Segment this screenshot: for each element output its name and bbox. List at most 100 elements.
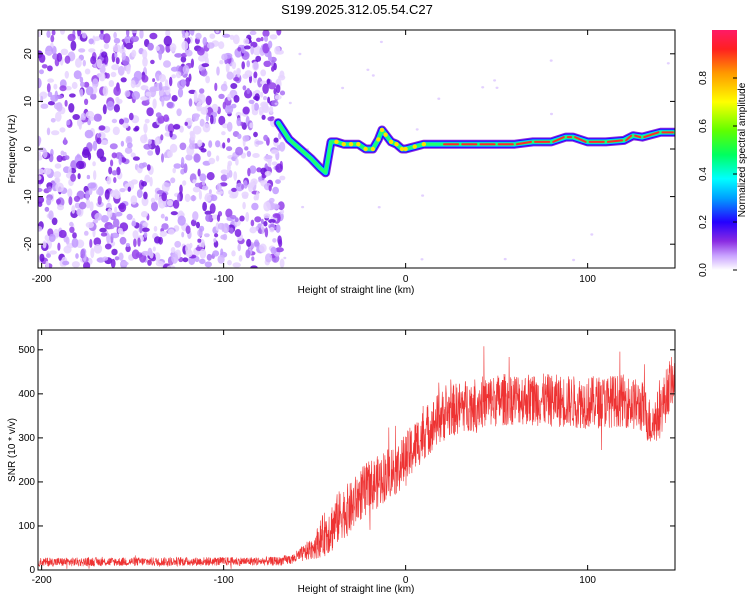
noise-blob bbox=[261, 102, 269, 112]
noise-blob bbox=[225, 208, 233, 218]
noise-blob bbox=[264, 35, 268, 42]
noise-blob bbox=[274, 94, 282, 100]
noise-blob bbox=[301, 205, 305, 209]
noise-blob bbox=[105, 72, 110, 79]
noise-blob bbox=[243, 180, 248, 189]
noise-blob bbox=[185, 49, 193, 57]
noise-blob bbox=[251, 102, 255, 112]
noise-blob bbox=[142, 56, 148, 67]
bottom-y-tick-label: 100 bbox=[18, 521, 35, 532]
noise-blob bbox=[121, 52, 127, 61]
noise-blob bbox=[111, 152, 118, 159]
noise-blob bbox=[420, 258, 424, 261]
noise-blob bbox=[100, 215, 109, 223]
noise-blob bbox=[126, 142, 133, 149]
noise-blob bbox=[90, 247, 95, 259]
noise-blob bbox=[262, 83, 269, 95]
ridge-core bbox=[399, 146, 405, 152]
noise-blob bbox=[262, 43, 270, 54]
noise-blob bbox=[117, 65, 125, 76]
noise-blob bbox=[38, 226, 43, 232]
noise-blob bbox=[280, 209, 285, 215]
noise-blob bbox=[235, 146, 244, 156]
noise-blob bbox=[111, 64, 120, 71]
noise-blob bbox=[113, 177, 117, 183]
noise-blob bbox=[113, 104, 120, 113]
noise-blob bbox=[47, 65, 53, 72]
noise-blob bbox=[108, 80, 115, 87]
noise-blob bbox=[243, 45, 251, 50]
noise-blob bbox=[177, 87, 184, 98]
ridge-core bbox=[552, 136, 565, 143]
noise-blob bbox=[122, 122, 129, 129]
noise-blob bbox=[141, 211, 148, 218]
noise-blob bbox=[216, 214, 221, 222]
noise-blob bbox=[161, 223, 169, 230]
noise-blob bbox=[69, 226, 75, 233]
top-y-tick-label: -10 bbox=[23, 189, 34, 204]
noise-blob bbox=[270, 246, 277, 254]
noise-blob bbox=[68, 196, 73, 206]
noise-blob bbox=[113, 37, 121, 44]
noise-blob bbox=[46, 83, 51, 93]
noise-blob bbox=[175, 71, 182, 79]
noise-blob bbox=[143, 231, 148, 238]
noise-blob bbox=[415, 128, 419, 131]
noise-blob bbox=[143, 123, 148, 134]
noise-blob bbox=[228, 170, 233, 178]
top-y-tick-label: 20 bbox=[23, 48, 34, 60]
noise-blob bbox=[188, 98, 193, 107]
noise-blob bbox=[169, 143, 178, 153]
noise-blob bbox=[71, 205, 76, 214]
noise-blob bbox=[242, 201, 246, 210]
noise-blob bbox=[231, 250, 236, 257]
noise-blob bbox=[246, 150, 252, 157]
noise-blob bbox=[147, 150, 154, 156]
noise-blob bbox=[94, 212, 103, 221]
noise-blob bbox=[222, 233, 228, 241]
noise-blob bbox=[158, 74, 166, 83]
noise-blob bbox=[231, 61, 237, 70]
noise-blob bbox=[110, 189, 116, 198]
bottom-y-tick-label: 0 bbox=[29, 565, 35, 576]
noise-blob bbox=[99, 140, 109, 145]
noise-blob bbox=[74, 202, 80, 209]
noise-blob bbox=[219, 182, 228, 187]
noise-blob bbox=[204, 210, 212, 215]
ridge-core bbox=[341, 142, 346, 147]
noise-blob bbox=[246, 60, 250, 68]
noise-blob bbox=[50, 34, 55, 43]
noise-blob bbox=[83, 261, 91, 268]
noise-blob bbox=[271, 161, 278, 166]
noise-blob bbox=[192, 113, 201, 118]
noise-blob bbox=[117, 227, 124, 234]
noise-blob bbox=[59, 127, 66, 133]
ridge-core bbox=[348, 142, 354, 147]
noise-blob bbox=[182, 180, 187, 186]
noise-blob bbox=[44, 50, 53, 55]
noise-blob bbox=[214, 82, 218, 92]
noise-blob bbox=[50, 118, 56, 123]
colorbar-tick-label: 0.4 bbox=[698, 167, 709, 181]
noise-blob bbox=[205, 214, 212, 222]
noise-blob bbox=[118, 252, 124, 261]
noise-blob bbox=[114, 52, 118, 59]
noise-blob bbox=[235, 111, 242, 118]
noise-blob bbox=[78, 48, 86, 53]
noise-blob bbox=[101, 51, 108, 58]
noise-blob bbox=[132, 156, 140, 161]
noise-blob bbox=[214, 233, 219, 238]
noise-blob bbox=[146, 107, 154, 117]
noise-blob bbox=[107, 208, 113, 219]
ridge-core bbox=[334, 139, 339, 145]
noise-blob bbox=[38, 175, 42, 181]
noise-blob bbox=[204, 233, 210, 238]
bottom-y-tick-label: 500 bbox=[18, 345, 35, 356]
noise-blob bbox=[210, 194, 218, 202]
noise-blob bbox=[201, 180, 206, 186]
noise-blob bbox=[63, 137, 67, 146]
noise-blob bbox=[102, 85, 109, 97]
noise-blob bbox=[163, 151, 168, 159]
noise-blob bbox=[275, 84, 281, 94]
noise-blob bbox=[141, 181, 147, 187]
